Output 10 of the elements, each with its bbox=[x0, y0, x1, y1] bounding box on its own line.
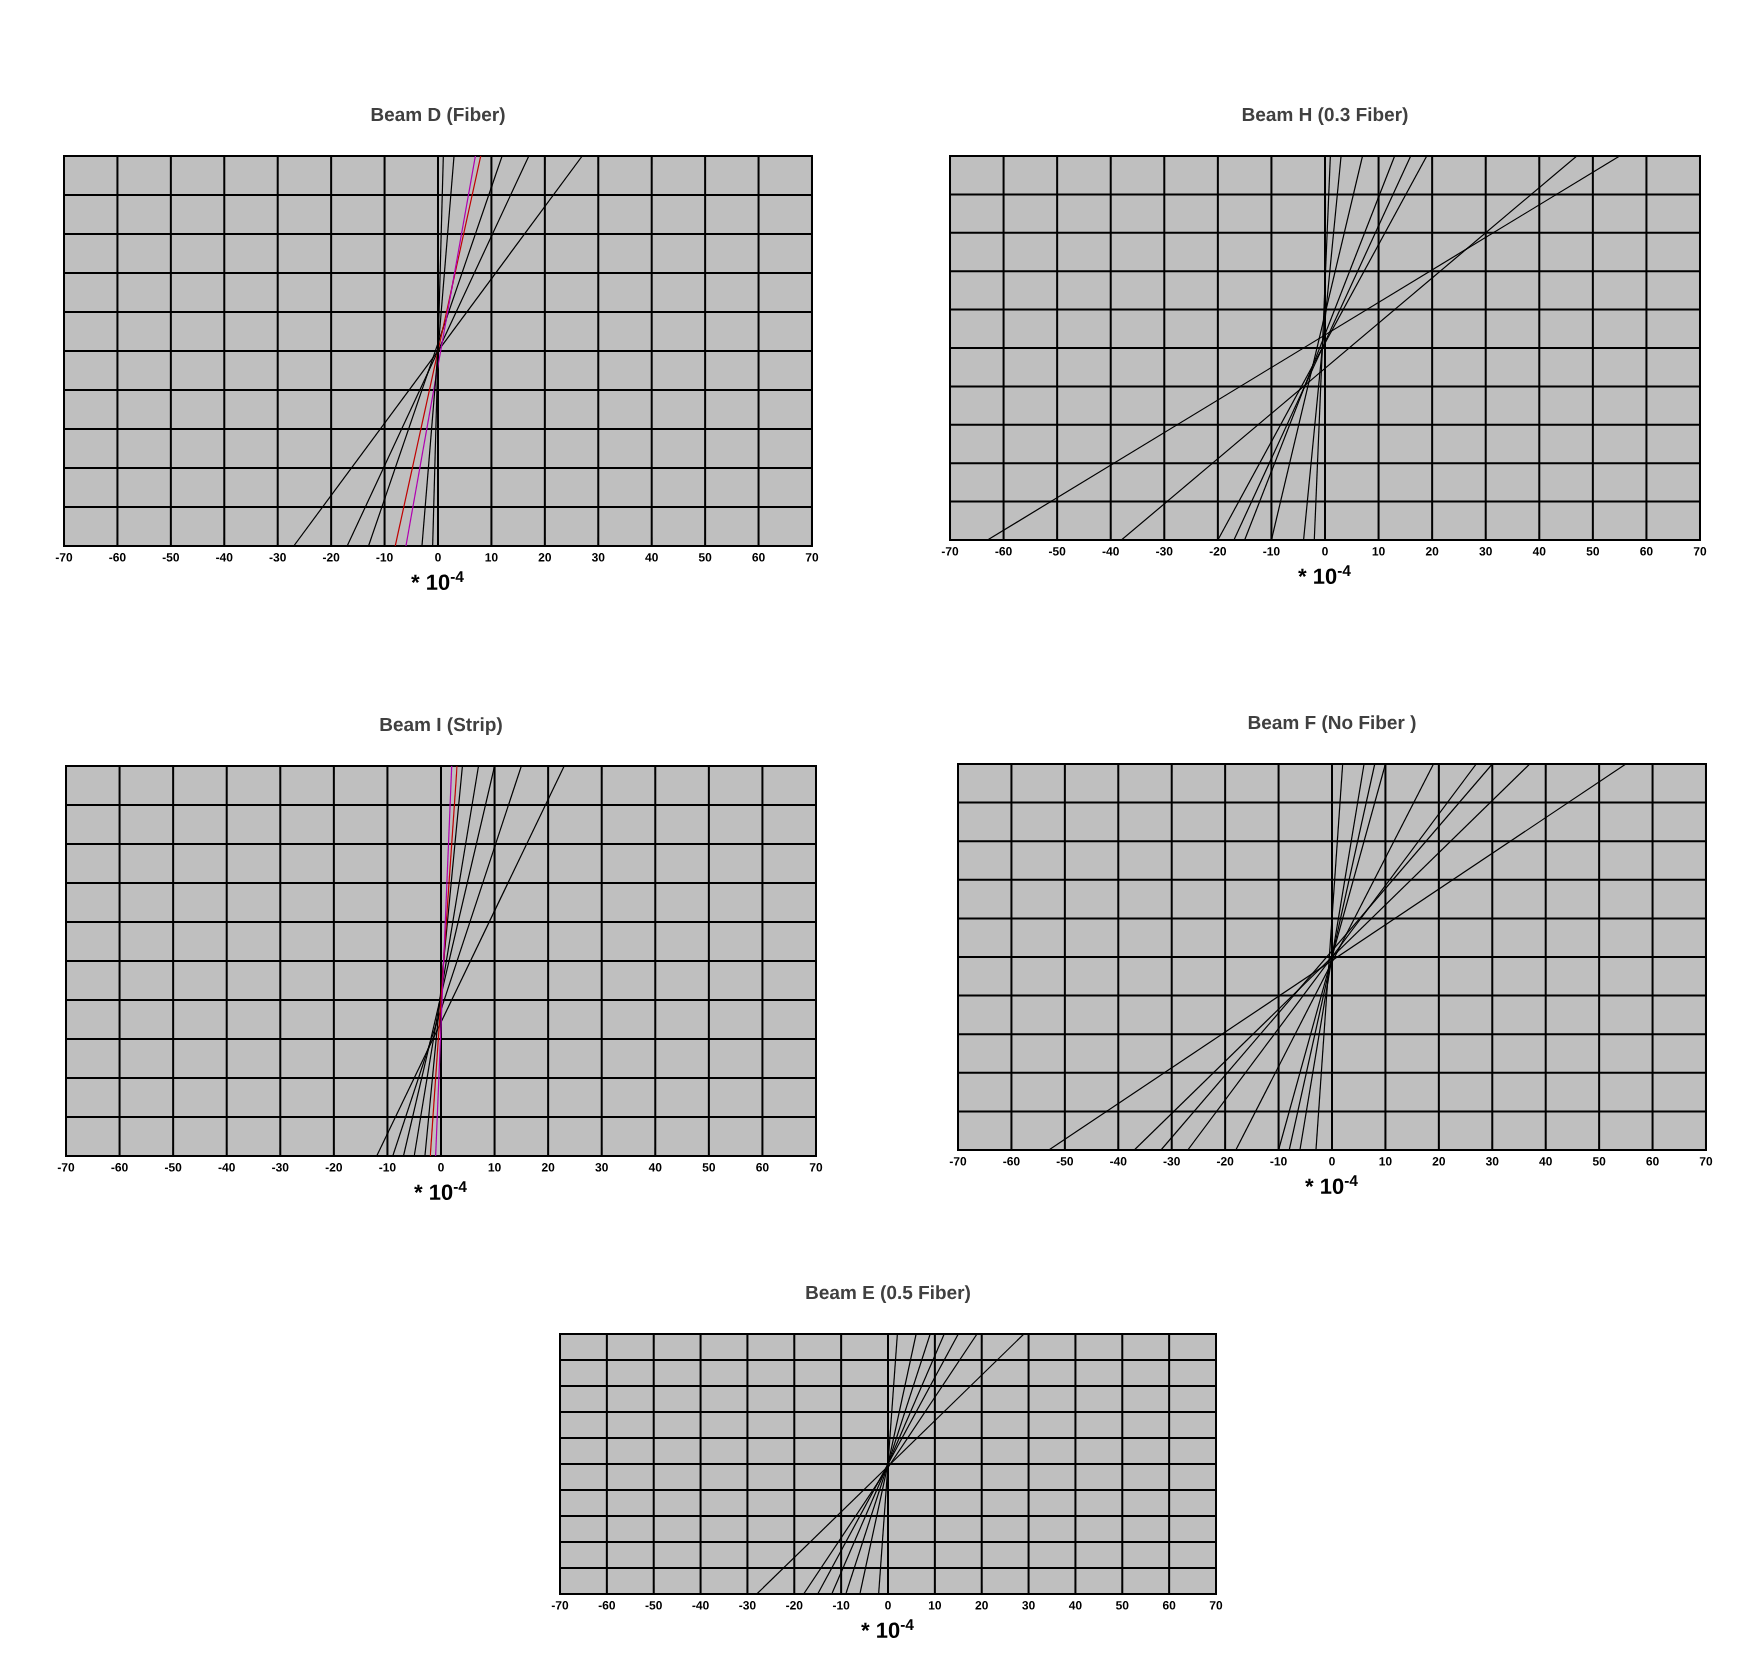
x-axis-title: * 10$^{-4}$ bbox=[861, 1619, 914, 1639]
chart-title: Beam D (Fiber) bbox=[371, 107, 505, 125]
x-axis-title: * 10$^{-4}$ bbox=[1298, 565, 1351, 585]
chart-title: Beam H (0.3 Fiber) bbox=[1242, 107, 1408, 125]
x-axis-title: * 10$^{-4}$ bbox=[414, 1181, 467, 1201]
chart-title: Beam I (Strip) bbox=[380, 717, 502, 735]
chart-title: Beam F (No Fiber ) bbox=[1248, 715, 1416, 733]
chart-title: Beam E (0.5 Fiber) bbox=[806, 1285, 970, 1303]
x-axis-title: * 10$^{-4}$ bbox=[411, 571, 464, 591]
x-axis-title: * 10$^{-4}$ bbox=[1305, 1175, 1358, 1195]
